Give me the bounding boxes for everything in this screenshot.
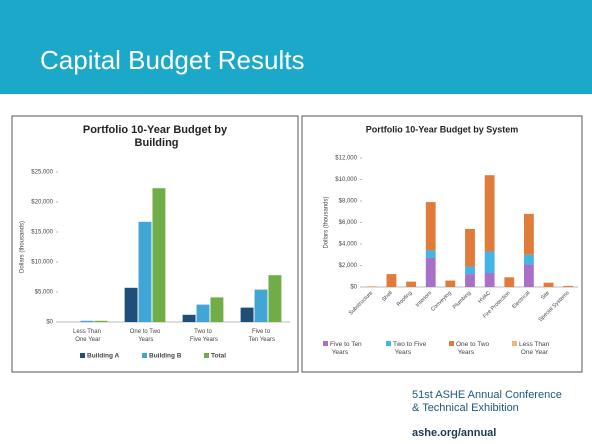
legend-swatch [512, 341, 517, 346]
bar-segment [484, 273, 495, 287]
bar [196, 304, 210, 322]
y-tick-label: $12,000 [335, 156, 357, 162]
legend-label: Building B [149, 353, 182, 360]
bar-segment [484, 251, 495, 274]
bar-segment [366, 286, 377, 287]
bar-segment [524, 254, 534, 265]
bar-segment [465, 228, 475, 267]
y-tick-label: $0 [350, 285, 357, 291]
legend-label: One to Two Years [456, 341, 490, 356]
bar [124, 287, 138, 322]
bar [152, 188, 166, 322]
y-tick-label: $5,000 [35, 290, 54, 296]
bar-segment [465, 274, 475, 287]
legend-label: Five to Ten Years [330, 341, 362, 356]
footer-line: 51st ASHE Annual Conference [412, 389, 562, 401]
legend-label: Two to Five Years [393, 341, 427, 356]
bar [268, 275, 282, 322]
legend-swatch [80, 353, 85, 358]
bar-segment [406, 281, 416, 287]
y-tick-label: $25,000 [31, 170, 53, 176]
slide-title: Capital Budget Results [40, 45, 304, 75]
y-tick-label: $10,000 [335, 177, 357, 183]
bar [80, 320, 94, 322]
bar-segment [445, 280, 456, 287]
y-tick-label: $2,000 [339, 263, 358, 269]
legend-swatch [323, 341, 328, 346]
chart-title: Portfolio 10-Year Budget by System [366, 124, 519, 134]
legend-swatch [449, 341, 454, 346]
x-tick-label: Five to Ten Years [247, 329, 275, 343]
y-tick-label: $20,000 [31, 200, 53, 206]
chart-title: Portfolio 10-Year Budget by Building [83, 124, 228, 149]
y-axis-label: Dollars (thousands) [324, 196, 330, 248]
y-axis-label: Dollars (thousands) [20, 221, 26, 273]
bar-segment [484, 175, 495, 252]
legend-swatch [386, 341, 391, 346]
bar-segment [524, 213, 534, 255]
legend-label: Less Than One Year [519, 341, 550, 356]
y-tick-label: $8,000 [339, 199, 358, 205]
bar-segment [543, 282, 554, 287]
legend-swatch [204, 353, 209, 358]
x-tick-label: Two to Five Years [188, 329, 218, 343]
y-tick-label: $15,000 [31, 230, 53, 236]
y-tick-label: $6,000 [339, 220, 358, 226]
bar-segment [386, 274, 397, 287]
y-tick-label: $10,000 [31, 260, 53, 266]
legend-label: Total [211, 353, 226, 360]
footer-line: & Technical Exhibition [412, 402, 519, 414]
legend-label: Building A [87, 353, 120, 360]
legend-swatch [142, 353, 147, 358]
bar-segment [524, 264, 534, 287]
bar-segment [425, 250, 436, 258]
chart-frame [11, 115, 299, 373]
footer-url: ashe.org/annual [412, 427, 496, 439]
header-band [0, 0, 592, 94]
bar-segment [425, 202, 436, 251]
bar [94, 320, 108, 322]
y-tick-label: $4,000 [339, 242, 358, 248]
x-tick-label: Site [540, 290, 551, 301]
bar-segment [563, 285, 574, 287]
bar [254, 289, 268, 322]
chart-frame [301, 115, 583, 373]
x-tick-label: Less Than One Year [73, 329, 101, 343]
bar [210, 297, 224, 322]
bar-segment [504, 277, 515, 287]
bar [138, 221, 152, 322]
y-tick-label: $0 [46, 320, 53, 326]
x-tick-label: One to Two Years [130, 329, 161, 343]
bar-segment [465, 266, 475, 275]
bar [240, 307, 254, 322]
bar [182, 314, 196, 322]
bar-segment [425, 257, 436, 287]
